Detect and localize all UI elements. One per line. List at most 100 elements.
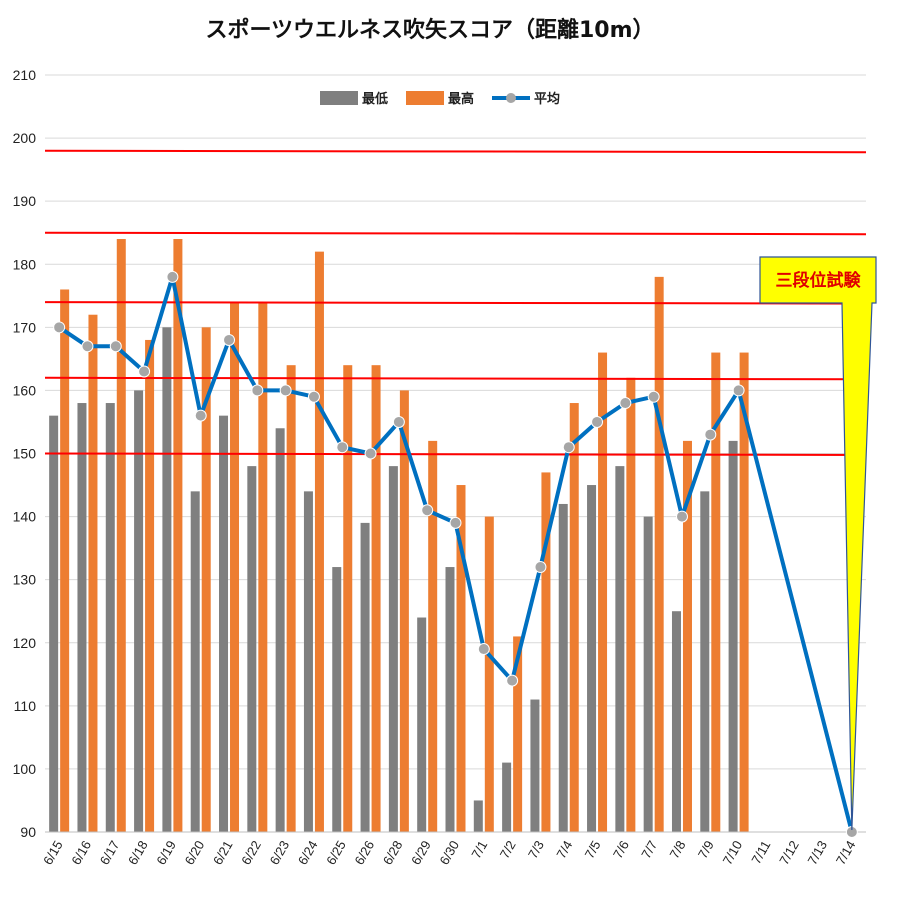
legend-label: 最高 bbox=[448, 91, 474, 107]
bar-min bbox=[445, 567, 455, 832]
bar-max bbox=[569, 403, 579, 832]
x-tick-label: 6/15 bbox=[40, 838, 66, 867]
bar-max bbox=[484, 516, 494, 832]
average-point bbox=[251, 384, 264, 397]
bar-max bbox=[145, 339, 155, 832]
bar-max bbox=[371, 365, 381, 832]
average-point bbox=[307, 390, 320, 403]
x-tick-label: 7/2 bbox=[497, 838, 519, 861]
average-point bbox=[506, 674, 519, 687]
bar-max bbox=[456, 485, 466, 832]
average-point bbox=[53, 321, 66, 334]
y-tick-label: 120 bbox=[13, 635, 37, 651]
x-tick-label: 6/25 bbox=[323, 838, 349, 867]
bar-min bbox=[643, 516, 653, 832]
average-point bbox=[562, 441, 575, 454]
x-tick-label: 7/12 bbox=[776, 838, 802, 867]
legend-label: 最低 bbox=[362, 91, 388, 107]
average-point bbox=[647, 390, 660, 403]
bar-max bbox=[541, 472, 551, 832]
bar-max bbox=[399, 390, 409, 832]
bar-max bbox=[286, 365, 296, 832]
bar-min bbox=[417, 617, 427, 832]
x-tick-label: 7/3 bbox=[525, 838, 547, 861]
average-point bbox=[704, 428, 717, 441]
bar-min bbox=[502, 762, 512, 832]
average-point bbox=[336, 441, 349, 454]
bar-min bbox=[360, 522, 370, 832]
average-point bbox=[675, 510, 688, 523]
x-tick-label: 6/18 bbox=[125, 838, 151, 867]
average-point bbox=[619, 397, 632, 410]
bar-max bbox=[201, 327, 211, 832]
x-tick-label: 6/17 bbox=[97, 838, 123, 867]
x-tick-label: 7/7 bbox=[638, 838, 660, 861]
x-tick-label: 6/30 bbox=[436, 838, 462, 867]
reference-line bbox=[44, 149, 867, 154]
annotation-box bbox=[759, 256, 877, 831]
legend-marker bbox=[506, 93, 516, 103]
x-tick-label: 6/28 bbox=[380, 838, 406, 867]
average-point bbox=[109, 340, 122, 353]
bar-min bbox=[162, 327, 172, 832]
bar-min bbox=[247, 466, 257, 832]
x-tick-label: 6/29 bbox=[408, 838, 434, 867]
bar-min bbox=[530, 699, 540, 832]
x-tick-label: 7/11 bbox=[748, 838, 773, 867]
x-tick-label: 7/9 bbox=[695, 838, 717, 861]
bar-max bbox=[60, 289, 70, 832]
bar-max bbox=[711, 352, 721, 832]
bar-min bbox=[587, 485, 597, 832]
x-tick-label: 7/5 bbox=[582, 838, 604, 861]
bar-max bbox=[513, 636, 523, 832]
x-tick-label: 7/4 bbox=[553, 838, 575, 861]
average-point bbox=[392, 415, 405, 428]
x-tick-label: 6/21 bbox=[210, 838, 236, 867]
average-point bbox=[81, 340, 94, 353]
bar-min bbox=[105, 403, 115, 832]
x-tick-label: 6/20 bbox=[182, 838, 208, 867]
legend: 最低 最高 平均 bbox=[320, 91, 560, 107]
bar-min bbox=[77, 403, 87, 832]
bar-min bbox=[303, 491, 313, 832]
bar-min bbox=[219, 415, 229, 832]
x-tick-label: 6/16 bbox=[68, 838, 94, 867]
average-point bbox=[732, 384, 745, 397]
bar-min bbox=[728, 440, 738, 832]
reference-line bbox=[44, 301, 867, 305]
x-tick-label: 7/13 bbox=[804, 838, 830, 867]
x-tick-label: 7/10 bbox=[720, 838, 746, 867]
average-point bbox=[534, 561, 547, 574]
y-tick-label: 200 bbox=[13, 130, 37, 146]
bar-max bbox=[598, 352, 608, 832]
y-tick-label: 100 bbox=[13, 761, 37, 777]
x-tick-label: 7/6 bbox=[610, 838, 632, 861]
bar-max bbox=[682, 440, 692, 832]
y-tick-label: 180 bbox=[13, 256, 37, 272]
x-tick-label: 6/22 bbox=[238, 838, 264, 867]
bar-min bbox=[558, 503, 568, 832]
bar-min bbox=[615, 466, 625, 832]
average-point bbox=[477, 643, 490, 656]
y-tick-label: 160 bbox=[13, 382, 37, 398]
bar-max bbox=[739, 352, 749, 832]
average-point bbox=[364, 447, 377, 460]
legend-swatch bbox=[406, 91, 444, 105]
average-point bbox=[421, 504, 434, 517]
x-tick-label: 6/24 bbox=[295, 838, 321, 867]
bar-max bbox=[654, 276, 664, 832]
legend-swatch bbox=[320, 91, 358, 105]
bar-min bbox=[473, 800, 483, 832]
bar-min bbox=[49, 415, 59, 832]
average-point bbox=[166, 270, 179, 283]
y-tick-label: 90 bbox=[20, 824, 36, 840]
x-tick-label: 7/14 bbox=[833, 838, 859, 867]
bar-min bbox=[134, 390, 144, 832]
average-point bbox=[223, 333, 236, 346]
reference-line bbox=[44, 452, 867, 456]
x-tick-label: 7/8 bbox=[667, 838, 689, 861]
average-point bbox=[138, 365, 151, 378]
reference-line bbox=[44, 231, 867, 236]
bar-max bbox=[88, 314, 98, 832]
